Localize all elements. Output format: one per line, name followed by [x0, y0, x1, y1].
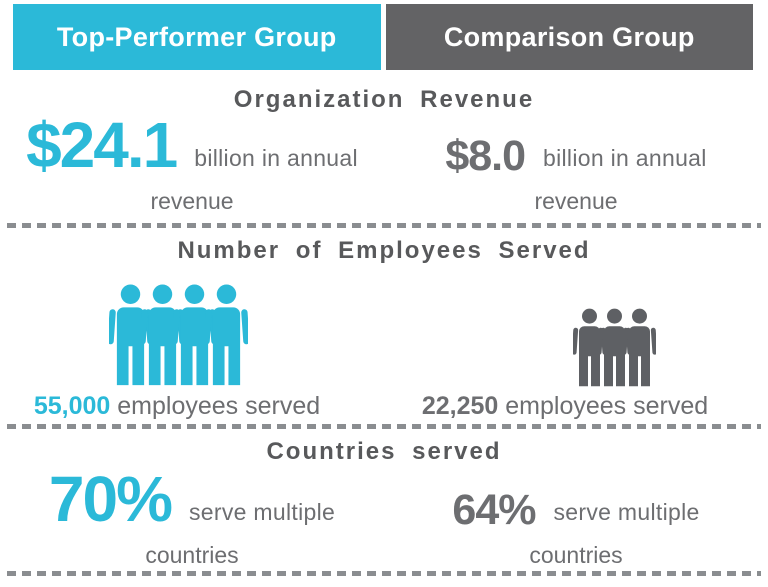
dashed-divider: [7, 424, 761, 429]
revenue-comparison-cell: $8.0 billion in annual revenue: [384, 132, 768, 214]
person-icon: [622, 308, 656, 387]
employees-top-count: 55,000: [33, 392, 111, 420]
top-performer-group-header: Top-Performer Group: [13, 4, 381, 70]
comparison-group-header: Comparison Group: [385, 4, 753, 70]
countries-stats-row: 70% serve multiple countries 64% serve m…: [0, 468, 768, 568]
employees-comparison-count: 22,250: [421, 392, 499, 420]
countries-comparison-value: 64%: [452, 486, 536, 535]
dashed-divider: [7, 571, 761, 576]
countries-comparison-cell: 64% serve multiple countries: [384, 486, 768, 568]
employees-comparison-cell: [384, 308, 768, 391]
revenue-top-value: $24.1: [26, 109, 178, 182]
employees-section-title: Number of Employees Served: [177, 237, 591, 264]
group-header: Top-Performer Group Comparison Group: [13, 4, 753, 70]
revenue-stats-row: $24.1 billion in annual revenue $8.0 bil…: [0, 114, 768, 214]
employees-comparison-label: employees served: [505, 392, 709, 420]
person-icon: [204, 284, 248, 386]
employees-caption-row: 55,000 employees served 22,250 employees…: [0, 393, 768, 419]
employees-comparison-caption: 22,250 employees served: [373, 393, 757, 419]
people-icon-group-comparison: [572, 308, 656, 391]
employees-top-caption: 55,000 employees served: [0, 393, 369, 419]
person-icon: [140, 284, 184, 386]
dashed-divider: [7, 223, 761, 228]
countries-comparison-label-line1: serve multiple: [553, 499, 700, 525]
revenue-top-unit-line2: revenue: [150, 188, 234, 214]
countries-top-label-line2: countries: [145, 542, 239, 568]
employees-icons-row: [0, 283, 768, 391]
employees-top-label: employees served: [117, 392, 321, 420]
people-icon-group-top: [108, 284, 248, 391]
revenue-comparison-unit-line1: billion in annual: [543, 145, 707, 171]
revenue-comparison-value: $8.0: [445, 132, 526, 181]
countries-top-label-line1: serve multiple: [189, 499, 336, 525]
infographic-canvas: Top-Performer Group Comparison Group Org…: [0, 4, 768, 587]
revenue-top-unit-line1: billion in annual: [194, 145, 358, 171]
revenue-comparison-unit-line2: revenue: [534, 188, 618, 214]
countries-top-performer-cell: 70% serve multiple countries: [0, 463, 384, 568]
revenue-section-title: Organization Revenue: [233, 86, 535, 113]
revenue-top-performer-cell: $24.1 billion in annual revenue: [0, 109, 384, 214]
countries-comparison-label-line2: countries: [529, 542, 623, 568]
countries-section-title: Countries served: [266, 438, 502, 465]
countries-top-value: 70%: [48, 463, 173, 536]
employees-top-performer-cell: [0, 284, 384, 391]
